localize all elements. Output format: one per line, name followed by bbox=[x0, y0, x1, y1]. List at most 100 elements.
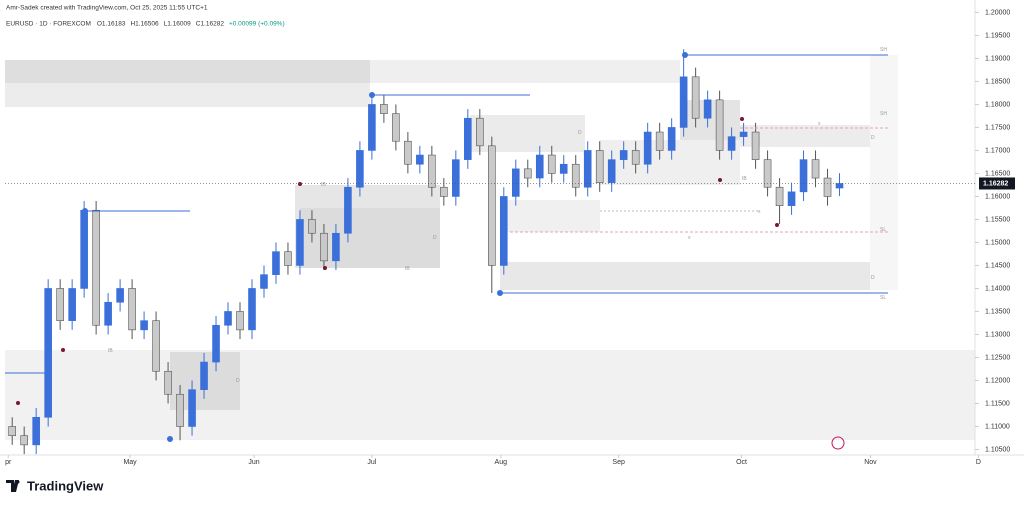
candle-body bbox=[272, 251, 280, 275]
zone bbox=[740, 125, 875, 147]
candle-body bbox=[619, 150, 628, 160]
candle-body bbox=[404, 140, 412, 165]
y-tick-label: 1.10500 bbox=[985, 446, 1010, 453]
current-price-label: 1.16282 bbox=[983, 180, 1008, 187]
candle-body bbox=[344, 186, 352, 234]
x-tick-label: Sep bbox=[612, 459, 625, 466]
y-tick-label: 1.13500 bbox=[985, 308, 1010, 315]
annotation: IB bbox=[405, 266, 410, 272]
annotation: D bbox=[578, 130, 582, 136]
y-tick-label: 1.14500 bbox=[985, 262, 1010, 269]
candle-body bbox=[739, 131, 748, 137]
candle-body bbox=[8, 426, 16, 436]
candle-body bbox=[511, 168, 520, 197]
annotation: SH bbox=[880, 47, 887, 53]
y-tick-label: 1.13000 bbox=[985, 331, 1010, 338]
candle-body bbox=[595, 150, 604, 183]
y-tick-label: 1.16000 bbox=[985, 193, 1010, 200]
zone bbox=[5, 350, 975, 440]
candle-body bbox=[643, 131, 652, 165]
candle-body bbox=[212, 324, 220, 363]
alert-icon[interactable] bbox=[831, 436, 845, 450]
candle-body bbox=[260, 274, 268, 289]
annotation: SL bbox=[880, 295, 886, 301]
ib-dot bbox=[298, 182, 302, 186]
candle-body bbox=[320, 232, 328, 262]
zone bbox=[5, 83, 370, 107]
x-tick-label: Jul bbox=[367, 459, 376, 466]
candle-body bbox=[763, 159, 772, 188]
current-price-box bbox=[979, 177, 1015, 190]
candle-body bbox=[128, 288, 136, 331]
candle-body bbox=[20, 435, 28, 446]
candle-body bbox=[32, 416, 40, 446]
candle-body bbox=[476, 117, 484, 147]
candle-body bbox=[80, 209, 88, 289]
candle-body bbox=[715, 99, 724, 151]
candle-body bbox=[284, 251, 292, 266]
ib-dot bbox=[775, 223, 779, 227]
ohlc-value: +0.00099 (+0.09%) bbox=[229, 21, 285, 28]
annotation: D bbox=[236, 378, 240, 384]
swing-dot bbox=[497, 290, 503, 296]
y-tick-label: 1.16500 bbox=[985, 170, 1010, 177]
logo: TradingView bbox=[6, 478, 104, 493]
annotation: D bbox=[433, 235, 437, 241]
candle-body bbox=[559, 163, 568, 174]
candle-body bbox=[200, 361, 208, 390]
candle-body bbox=[356, 150, 364, 188]
candle-body bbox=[667, 127, 676, 151]
candle-body bbox=[679, 76, 688, 128]
y-tick-label: 1.15500 bbox=[985, 216, 1010, 223]
candle-body bbox=[799, 159, 808, 193]
candle-body bbox=[332, 232, 340, 262]
annotation: SH bbox=[880, 111, 887, 117]
candle-body bbox=[296, 219, 304, 266]
ohlc-value: C1.16282 bbox=[196, 21, 225, 28]
zones bbox=[5, 55, 975, 440]
ib-dot bbox=[323, 266, 327, 270]
y-tick-label: 1.20000 bbox=[985, 9, 1010, 16]
ohlc-value: L1.16009 bbox=[164, 21, 191, 28]
candle-body bbox=[655, 131, 664, 151]
alert-icon[interactable] bbox=[831, 436, 845, 450]
x-tick-label: D bbox=[976, 459, 981, 466]
annotation: SL bbox=[880, 227, 886, 233]
y-tick-label: 1.19500 bbox=[985, 32, 1010, 39]
candle-body bbox=[428, 154, 436, 188]
y-tick-label: 1.12500 bbox=[985, 354, 1010, 361]
swing-dot bbox=[167, 436, 173, 442]
candle-body bbox=[248, 288, 256, 331]
candle-body bbox=[164, 370, 172, 395]
ohlc-readout: O1.16183 H1.16506 L1.16009 C1.16282 +0.00099… bbox=[97, 21, 285, 28]
candle-body bbox=[104, 301, 112, 326]
logo-mark bbox=[16, 480, 20, 484]
y-tick-label: 1.18000 bbox=[985, 101, 1010, 108]
candle-body bbox=[547, 154, 556, 174]
y-tick-label: 1.17500 bbox=[985, 124, 1010, 131]
candle-body bbox=[464, 117, 472, 160]
annotation: x bbox=[758, 209, 761, 215]
candle-body bbox=[775, 186, 784, 206]
candle-body bbox=[452, 159, 460, 197]
candle-body bbox=[703, 99, 712, 119]
candle-body bbox=[68, 288, 76, 321]
candle-body bbox=[224, 311, 232, 326]
zone bbox=[870, 55, 898, 290]
swing-dot bbox=[82, 208, 88, 214]
candle-body bbox=[727, 136, 736, 151]
candle-body bbox=[535, 154, 544, 179]
candle-body bbox=[487, 145, 496, 266]
zone bbox=[500, 262, 875, 290]
y-tick-label: 1.15000 bbox=[985, 239, 1010, 246]
ohlc-value: H1.16506 bbox=[130, 21, 159, 28]
logo-text: TradingView bbox=[27, 478, 104, 493]
y-tick-label: 1.18500 bbox=[985, 78, 1010, 85]
candle-body bbox=[176, 393, 184, 427]
candle-body bbox=[571, 163, 580, 188]
y-tick-label: 1.14000 bbox=[985, 285, 1010, 292]
candle-body bbox=[92, 209, 100, 326]
candle-body bbox=[44, 288, 52, 418]
candle-body bbox=[583, 150, 592, 188]
